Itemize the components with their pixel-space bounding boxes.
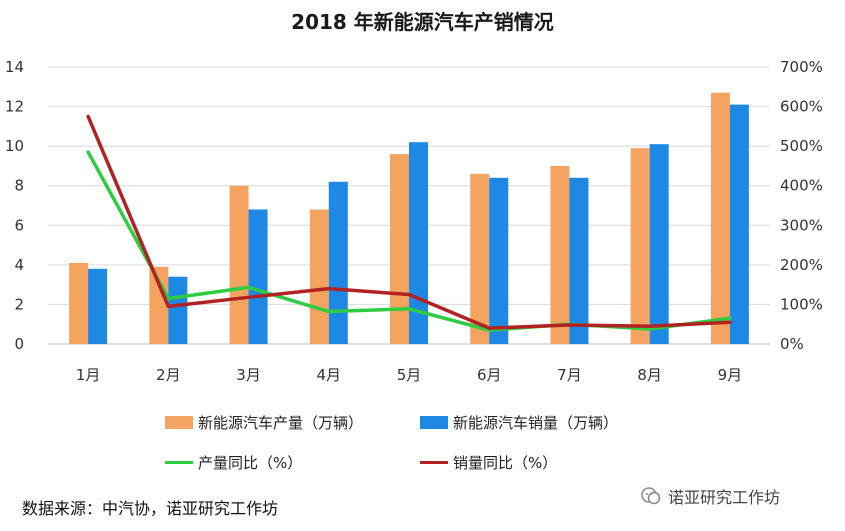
y-right-tick-label: 600% bbox=[780, 98, 823, 116]
y-right-tick-label: 100% bbox=[780, 295, 823, 313]
bar-sales bbox=[569, 177, 589, 344]
bar-production bbox=[550, 165, 570, 344]
bar-production bbox=[710, 92, 730, 344]
legend-swatch-sales bbox=[420, 416, 448, 429]
y-left-tick-label: 10 bbox=[5, 137, 24, 155]
bar-sales bbox=[489, 177, 509, 344]
legend-item-production-yoy: 产量同比（%） bbox=[165, 452, 302, 473]
y-right-tick-label: 400% bbox=[780, 177, 823, 195]
legend-swatch-production bbox=[165, 416, 193, 429]
y-right-tick-label: 300% bbox=[780, 216, 823, 234]
legend-item-sales: 新能源汽车销量（万辆） bbox=[420, 412, 618, 433]
y-right-tick-label: 200% bbox=[780, 256, 823, 274]
bar-sales bbox=[649, 144, 669, 344]
y-right-tick-label: 700% bbox=[780, 58, 823, 76]
bar-production bbox=[630, 148, 650, 344]
wechat-logo-icon bbox=[641, 487, 661, 505]
x-tick-label: 9月 bbox=[718, 366, 743, 384]
watermark-text: 诺亚研究工作坊 bbox=[668, 488, 781, 507]
bar-sales bbox=[328, 181, 348, 344]
y-left-tick-label: 2 bbox=[14, 295, 24, 313]
x-tick-label: 8月 bbox=[637, 366, 662, 384]
chart-title: 2018 年新能源汽车产销情况 bbox=[291, 10, 554, 34]
legend-swatch-production-yoy bbox=[165, 461, 193, 464]
bar-sales bbox=[248, 209, 268, 344]
bar-production bbox=[229, 185, 249, 344]
y-left-tick-label: 8 bbox=[14, 177, 24, 195]
y-left-tick-label: 0 bbox=[14, 335, 24, 353]
line-sales-yoy bbox=[86, 114, 732, 330]
bar-production bbox=[309, 209, 329, 344]
bar-sales bbox=[729, 104, 749, 344]
y-right-tick-label: 0% bbox=[780, 335, 804, 353]
x-tick-label: 5月 bbox=[397, 366, 422, 384]
y-left-tick-label: 12 bbox=[5, 98, 24, 116]
y-left-tick-label: 4 bbox=[14, 256, 24, 274]
x-tick-label: 1月 bbox=[76, 366, 101, 384]
bar-production bbox=[470, 173, 490, 344]
bar-production bbox=[69, 262, 89, 344]
watermark: 诺亚研究工作坊 bbox=[640, 484, 780, 508]
y-left-tick-label: 6 bbox=[14, 216, 24, 234]
bar-production bbox=[390, 154, 409, 344]
y-right-tick-label: 500% bbox=[780, 137, 823, 155]
x-tick-label: 7月 bbox=[557, 366, 582, 384]
legend-item-production: 新能源汽车产量（万辆） bbox=[165, 412, 363, 433]
source-note: 数据来源：中汽协，诺亚研究工作坊 bbox=[22, 499, 279, 518]
legend-label-production: 新能源汽车产量（万辆） bbox=[198, 414, 364, 432]
x-tick-label: 4月 bbox=[317, 366, 342, 384]
legend-label-production-yoy: 产量同比（%） bbox=[198, 454, 303, 472]
legend-label-sales-yoy: 销量同比（%） bbox=[453, 454, 558, 472]
legend-item-sales-yoy: 销量同比（%） bbox=[420, 452, 557, 473]
bar-sales bbox=[168, 276, 188, 344]
x-tick-label: 2月 bbox=[156, 366, 181, 384]
legend-swatch-sales-yoy bbox=[420, 461, 448, 464]
x-tick-label: 6月 bbox=[477, 366, 502, 384]
x-tick-label: 3月 bbox=[236, 366, 261, 384]
bar-sales bbox=[88, 268, 108, 344]
bar-sales bbox=[409, 142, 428, 344]
y-left-tick-label: 14 bbox=[5, 58, 24, 76]
legend-label-sales: 新能源汽车销量（万辆） bbox=[453, 414, 619, 432]
chart-plot: 0 2 4 6 8 10 12 14 0% 100% 200% 300% 400% 500% 600% 700… bbox=[5, 58, 823, 384]
bar-production bbox=[149, 266, 169, 344]
